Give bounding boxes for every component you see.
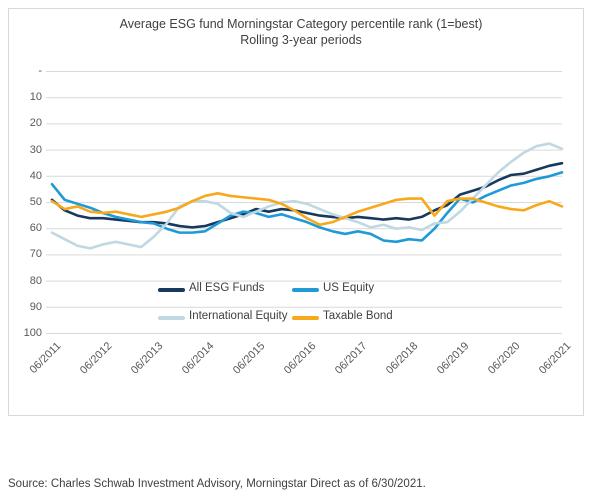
chart-title: Average ESG fund Morningstar Category pe… (40, 16, 562, 48)
y-tick-label: 40 (29, 169, 42, 182)
chart-title-line1: Average ESG fund Morningstar Category pe… (119, 17, 483, 31)
legend-label: International Equity (189, 310, 288, 322)
y-tick-label: 90 (29, 300, 42, 313)
y-tick-label: 80 (29, 274, 42, 287)
y-tick-label: - (38, 65, 42, 77)
legend-label: All ESG Funds (189, 282, 265, 294)
legend-swatch (292, 316, 319, 320)
y-tick-label: 10 (29, 91, 42, 104)
y-tick-label: 50 (29, 196, 42, 208)
legend-label: Taxable Bond (323, 310, 393, 322)
line-chart-canvas (46, 71, 564, 334)
legend-label: US Equity (323, 282, 375, 294)
series-line-taxable-bond (50, 192, 564, 227)
y-tick-label: 60 (29, 222, 42, 235)
legend-swatch (292, 288, 319, 292)
y-tick-label: 20 (29, 117, 42, 130)
legend-swatch (158, 316, 185, 320)
y-tick-label: 100 (23, 327, 42, 339)
series-line-us-equity (50, 171, 564, 244)
legend-swatch (158, 288, 185, 292)
y-tick-label: 30 (29, 143, 42, 156)
series-line-international-equity (50, 142, 564, 250)
y-tick-label: 70 (29, 248, 42, 261)
source-note: Source: Charles Schwab Investment Adviso… (8, 478, 426, 490)
chart-title-line2: Rolling 3-year periods (240, 33, 362, 47)
